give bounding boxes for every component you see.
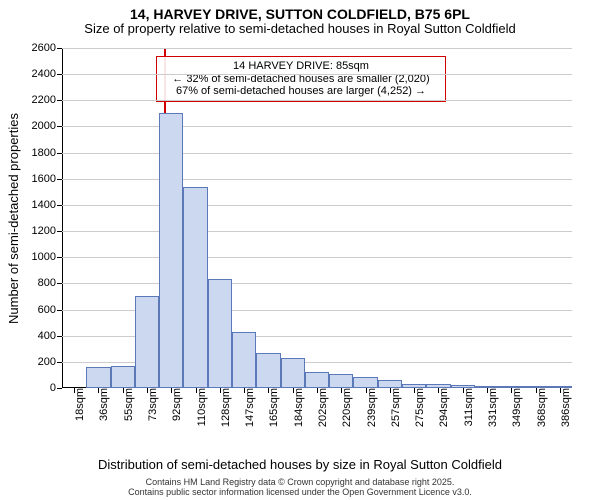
callout-line-3: 67% of semi-detached houses are larger (… [163,85,439,98]
histogram-bar [135,296,159,388]
x-tick-label: 368sqm [532,388,548,427]
y-tick-label: 2200 [32,94,62,106]
footer-line-2: Contains public sector information licen… [0,488,600,498]
callout-line-1: 14 HARVEY DRIVE: 85sqm [163,60,439,73]
x-axis-label: Distribution of semi-detached houses by … [0,457,600,472]
x-tick-label: 147sqm [240,388,256,427]
chart-title: 14, HARVEY DRIVE, SUTTON COLDFIELD, B75 … [0,0,600,22]
y-tick-label: 0 [50,382,62,394]
x-tick-label: 202sqm [313,388,329,427]
y-axis-line [62,48,63,388]
gridline [62,179,572,180]
plot-area: 14 HARVEY DRIVE: 85sqm ← 32% of semi-det… [62,48,572,388]
x-tick-label: 275sqm [410,388,426,427]
histogram-bar [111,366,135,388]
histogram-bar [86,367,110,388]
chart-subtitle: Size of property relative to semi-detach… [0,22,600,37]
histogram-bar [256,353,280,388]
gridline [62,100,572,101]
x-tick-label: 331sqm [483,388,499,427]
histogram-bar [281,358,305,388]
gridline [62,231,572,232]
histogram-bar [159,113,183,388]
x-tick-label: 18sqm [70,388,86,421]
y-tick-label: 200 [38,356,62,368]
x-tick-label: 165sqm [264,388,280,427]
x-tick-label: 73sqm [143,388,159,421]
x-tick-label: 220sqm [337,388,353,427]
gridline [62,48,572,49]
x-tick-label: 55sqm [119,388,135,421]
x-tick-label: 110sqm [192,388,208,426]
y-tick-label: 2600 [32,42,62,54]
x-tick-label: 349sqm [507,388,523,427]
footer: Contains HM Land Registry data © Crown c… [0,478,600,498]
y-tick-label: 1200 [32,225,62,237]
y-tick-label: 600 [38,304,62,316]
histogram-bar [353,377,377,388]
y-tick-label: 1000 [32,251,62,263]
y-tick-label: 2400 [32,68,62,80]
gridline [62,126,572,127]
callout-box: 14 HARVEY DRIVE: 85sqm ← 32% of semi-det… [156,56,446,102]
y-tick-label: 2000 [32,120,62,132]
histogram-bar [208,279,232,388]
x-tick-label: 36sqm [94,388,110,421]
x-tick-label: 92sqm [167,388,183,421]
x-tick-label: 294sqm [434,388,450,427]
x-tick-label: 128sqm [216,388,232,427]
histogram-bar [232,332,256,388]
x-tick-label: 184sqm [289,388,305,427]
y-axis-label: Number of semi-detached properties [6,113,21,324]
x-tick-label: 386sqm [556,388,572,427]
gridline [62,283,572,284]
y-tick-label: 1400 [32,199,62,211]
gridline [62,74,572,75]
x-tick-label: 257sqm [386,388,402,427]
gridline [62,205,572,206]
histogram-bar [183,187,207,388]
histogram-bar [329,374,353,388]
x-tick-label: 311sqm [459,388,475,426]
gridline [62,257,572,258]
y-tick-label: 800 [38,277,62,289]
y-tick-label: 1600 [32,173,62,185]
chart-container: 14, HARVEY DRIVE, SUTTON COLDFIELD, B75 … [0,0,600,500]
gridline [62,153,572,154]
y-tick-label: 1800 [32,147,62,159]
histogram-bar [305,372,329,388]
x-tick-label: 239sqm [362,388,378,427]
histogram-bar [378,380,402,388]
y-tick-label: 400 [38,330,62,342]
